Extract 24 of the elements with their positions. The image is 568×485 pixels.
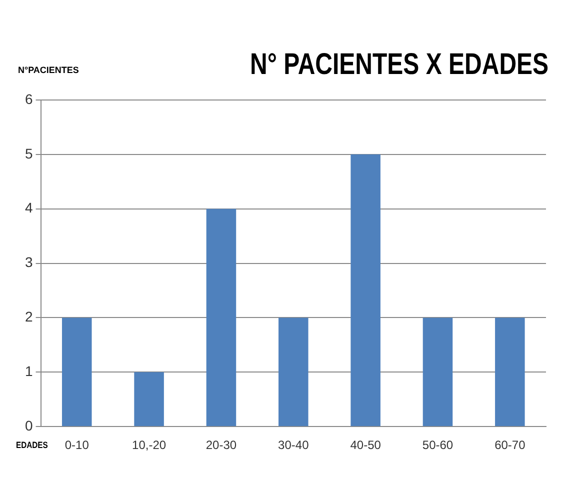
y-tick-label: 1 [24, 363, 33, 380]
bar [62, 318, 92, 426]
y-tick-label: 6 [24, 90, 33, 107]
y-tick-label: 2 [24, 308, 33, 325]
x-tick-label: 20-30 [206, 438, 237, 452]
bar [495, 318, 525, 426]
y-tick-label: 5 [24, 145, 33, 162]
bar [350, 154, 380, 426]
y-tick-label: 4 [24, 200, 33, 216]
y-tick-label: 0 [24, 417, 33, 434]
y-axis-title: N°PACIENTES [18, 65, 79, 75]
bar [134, 372, 164, 426]
x-axis-title: EDADES [16, 440, 48, 450]
bar [206, 208, 236, 426]
x-tick-label: 30-40 [278, 438, 310, 452]
bar [422, 318, 453, 426]
x-tick-label: 10,-20 [132, 438, 166, 452]
x-tick-label: 60-70 [494, 438, 526, 452]
bar [278, 318, 308, 426]
y-tick-label: 3 [24, 254, 33, 270]
chart-title: N° PACIENTES X EDADES [250, 48, 549, 82]
x-tick-label: 0-10 [64, 438, 90, 452]
x-tick-label: 50-60 [422, 438, 454, 452]
x-tick-label: 40-50 [350, 438, 382, 452]
